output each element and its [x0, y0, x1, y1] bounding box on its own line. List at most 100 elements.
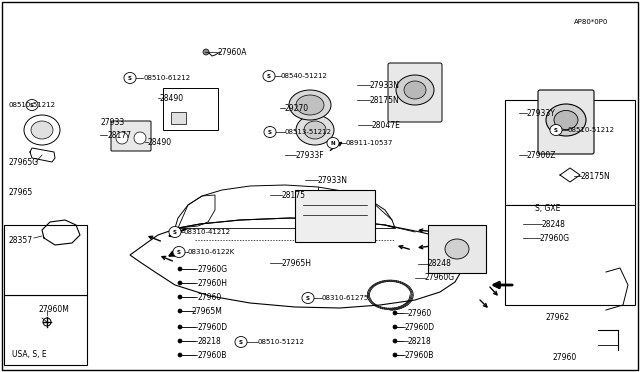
Text: 27965M: 27965M — [192, 307, 223, 315]
Circle shape — [393, 325, 397, 329]
Circle shape — [178, 309, 182, 313]
Text: 08540-51212: 08540-51212 — [281, 73, 328, 79]
Text: 27933N: 27933N — [318, 176, 348, 185]
Circle shape — [393, 311, 397, 315]
Text: 27933F: 27933F — [296, 151, 324, 160]
Bar — [163, 88, 218, 130]
Ellipse shape — [124, 73, 136, 83]
Text: S: S — [306, 295, 310, 301]
Text: 27933N: 27933N — [370, 80, 400, 90]
Text: S, GXE: S, GXE — [535, 203, 561, 212]
FancyBboxPatch shape — [388, 63, 442, 122]
Circle shape — [393, 339, 397, 343]
Text: 27960: 27960 — [408, 308, 432, 317]
Text: USA, S, E: USA, S, E — [12, 350, 47, 359]
Text: 08310-41212: 08310-41212 — [184, 229, 231, 235]
Text: 27900Z: 27900Z — [527, 151, 557, 160]
Text: 08513-51212: 08513-51212 — [285, 129, 332, 135]
Text: 27960D: 27960D — [197, 323, 227, 331]
Ellipse shape — [396, 75, 434, 105]
Text: 08510-51212: 08510-51212 — [258, 339, 305, 345]
Ellipse shape — [445, 239, 469, 259]
Text: S: S — [267, 74, 271, 78]
Text: 27960M: 27960M — [38, 305, 69, 314]
Bar — [171, 112, 186, 124]
Text: 27960: 27960 — [197, 292, 221, 301]
Text: 27965G: 27965G — [8, 157, 38, 167]
Text: 27960D: 27960D — [405, 323, 435, 331]
Text: 29270: 29270 — [285, 103, 309, 112]
Ellipse shape — [554, 110, 578, 129]
Ellipse shape — [296, 95, 324, 115]
Text: AP80*0P0: AP80*0P0 — [574, 19, 609, 25]
Ellipse shape — [235, 337, 247, 347]
Ellipse shape — [263, 71, 275, 81]
Circle shape — [134, 132, 146, 144]
Circle shape — [178, 325, 182, 329]
Circle shape — [178, 267, 182, 271]
Text: 27960G: 27960G — [425, 273, 455, 282]
Text: 27965H: 27965H — [282, 259, 312, 267]
Text: S: S — [239, 340, 243, 344]
Bar — [505, 205, 635, 305]
Text: 27960G: 27960G — [197, 264, 227, 273]
Ellipse shape — [296, 115, 334, 145]
Bar — [505, 100, 635, 205]
Text: 28175N: 28175N — [581, 171, 611, 180]
Circle shape — [116, 132, 128, 144]
Text: 08911-10537: 08911-10537 — [346, 140, 394, 146]
Ellipse shape — [546, 104, 586, 136]
Text: S: S — [30, 103, 34, 108]
Ellipse shape — [302, 292, 314, 304]
FancyBboxPatch shape — [538, 90, 594, 154]
Text: S: S — [128, 76, 132, 80]
Text: 27960H: 27960H — [197, 279, 227, 288]
Ellipse shape — [327, 138, 339, 148]
Text: 28175N: 28175N — [370, 96, 400, 105]
Ellipse shape — [31, 121, 53, 139]
Text: 08310-61275: 08310-61275 — [322, 295, 369, 301]
Text: 28490: 28490 — [160, 93, 184, 103]
Circle shape — [178, 339, 182, 343]
Ellipse shape — [24, 115, 60, 145]
Text: 28175: 28175 — [282, 190, 306, 199]
Text: 27933: 27933 — [100, 118, 124, 126]
Ellipse shape — [43, 318, 51, 326]
Ellipse shape — [304, 121, 326, 139]
Circle shape — [178, 281, 182, 285]
Text: 27960B: 27960B — [197, 350, 227, 359]
Bar — [4, 225, 87, 295]
Text: 27962: 27962 — [546, 314, 570, 323]
Text: S: S — [173, 230, 177, 234]
Text: 28357: 28357 — [8, 235, 32, 244]
Text: 28047E: 28047E — [372, 121, 401, 129]
Text: 08510-51212: 08510-51212 — [568, 127, 615, 133]
Circle shape — [393, 353, 397, 357]
Ellipse shape — [169, 227, 181, 237]
Ellipse shape — [550, 125, 562, 135]
Text: 28177: 28177 — [107, 131, 131, 140]
Text: 28248: 28248 — [428, 260, 452, 269]
Circle shape — [203, 49, 209, 55]
Text: 27933Y: 27933Y — [527, 109, 556, 118]
Ellipse shape — [289, 90, 331, 120]
Ellipse shape — [264, 126, 276, 138]
Circle shape — [178, 353, 182, 357]
FancyBboxPatch shape — [111, 121, 151, 151]
Ellipse shape — [26, 99, 38, 110]
Text: S: S — [177, 250, 181, 254]
Ellipse shape — [404, 81, 426, 99]
Bar — [4, 295, 87, 365]
Text: 28490: 28490 — [148, 138, 172, 147]
Text: 08510-51212: 08510-51212 — [8, 102, 55, 108]
Text: S: S — [268, 129, 272, 135]
Circle shape — [178, 295, 182, 299]
Text: N: N — [331, 141, 335, 145]
Text: 27960A: 27960A — [217, 48, 246, 57]
FancyBboxPatch shape — [428, 225, 486, 273]
Ellipse shape — [173, 247, 185, 257]
Text: 08510-61212: 08510-61212 — [143, 75, 190, 81]
Text: 27960G: 27960G — [540, 234, 570, 243]
Text: 27960: 27960 — [553, 353, 577, 362]
Text: 27960B: 27960B — [405, 350, 435, 359]
